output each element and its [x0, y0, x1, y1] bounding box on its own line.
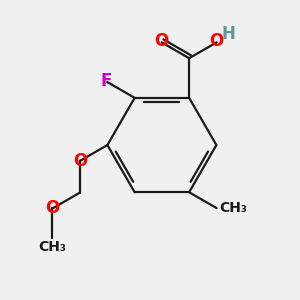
Text: CH₃: CH₃ [38, 240, 66, 254]
Text: CH₃: CH₃ [220, 201, 248, 215]
Text: F: F [100, 72, 112, 90]
Text: O: O [45, 200, 60, 217]
Text: O: O [154, 32, 169, 50]
Text: O: O [73, 152, 87, 170]
Text: H: H [221, 26, 236, 44]
Text: O: O [209, 32, 224, 50]
